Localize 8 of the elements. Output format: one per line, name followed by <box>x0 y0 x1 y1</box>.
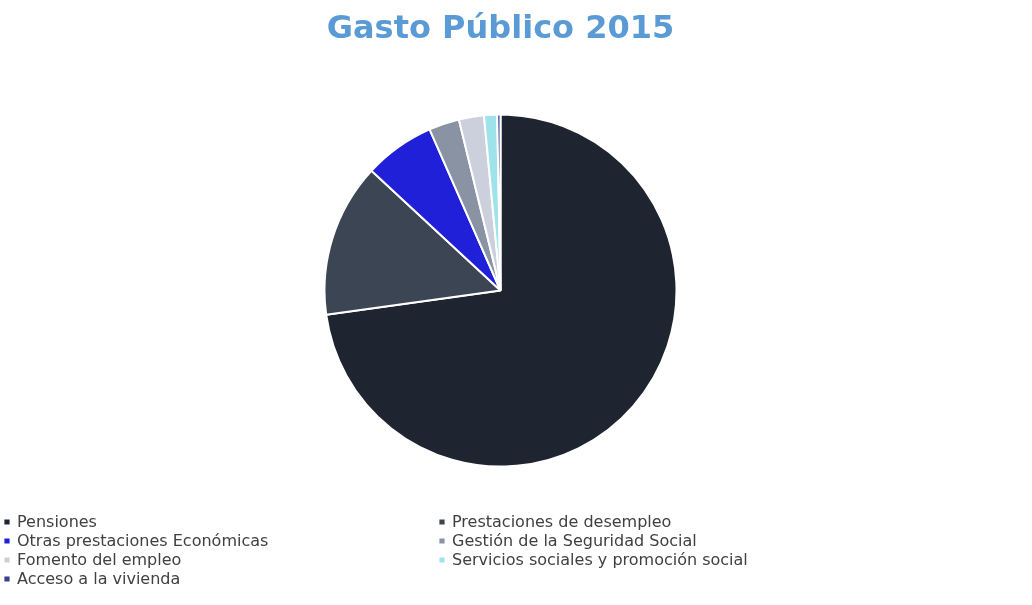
legend-label: Otras prestaciones Económicas <box>17 531 270 550</box>
legend-label: Gestión de la Seguridad Social <box>452 531 698 550</box>
legend-label: Servicios sociales y promoción social <box>452 550 749 569</box>
legend-label: Prestaciones de desempleo <box>452 512 673 531</box>
chart-title: Gasto Público 2015 <box>326 7 675 46</box>
legend-label: Acceso a la vivienda <box>17 569 182 588</box>
legend-label: Fomento del empleo <box>17 550 183 569</box>
legend-label: Pensiones <box>17 512 98 531</box>
